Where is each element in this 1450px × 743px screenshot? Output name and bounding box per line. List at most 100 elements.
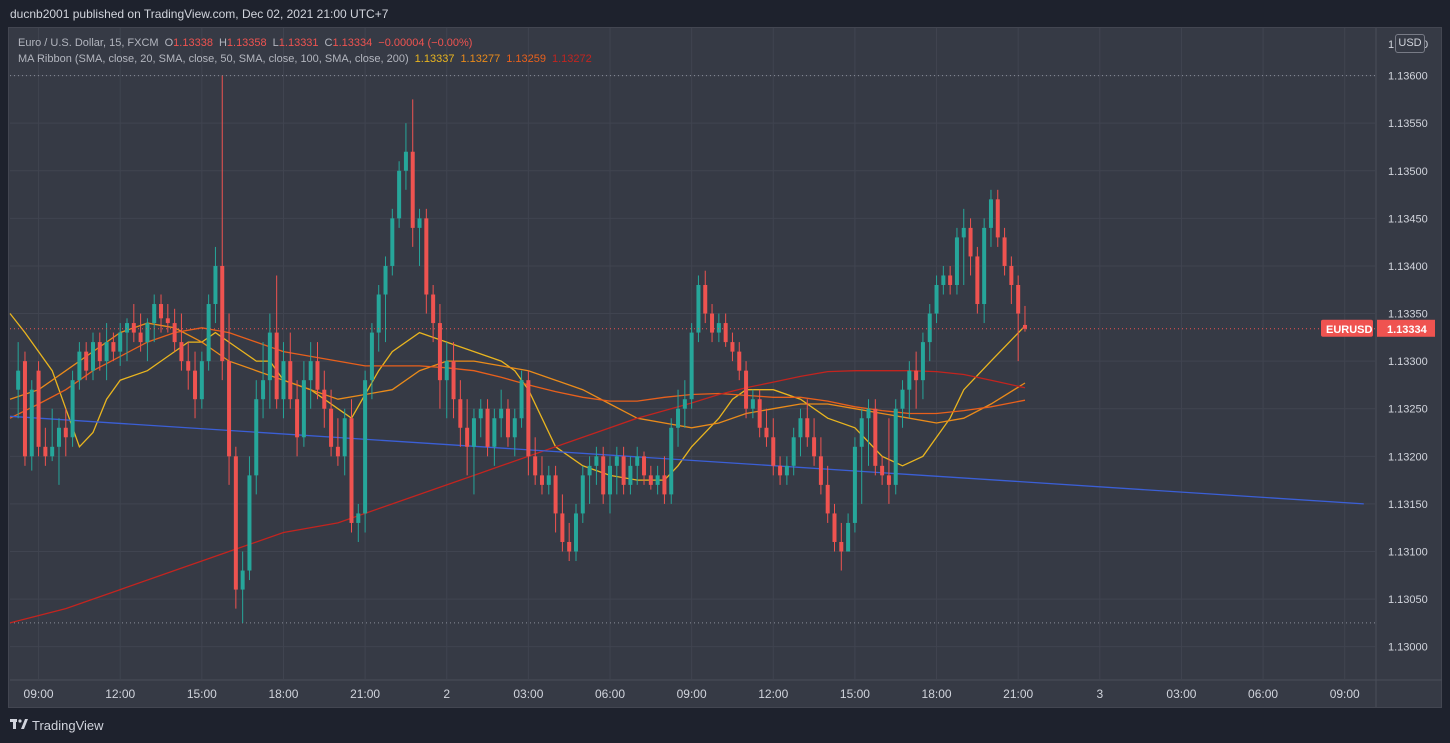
- candle-body: [227, 361, 232, 457]
- candle-body: [873, 408, 878, 466]
- candle-body: [465, 427, 470, 447]
- candle-down: [567, 522, 572, 562]
- candle-body: [710, 313, 715, 333]
- time-tick-label: 15:00: [840, 687, 870, 701]
- time-tick-label: 15:00: [187, 687, 217, 701]
- candle-down: [97, 332, 102, 371]
- candle-body: [213, 265, 218, 305]
- candle-up: [383, 256, 388, 343]
- price-tick-label: 1.13200: [1388, 451, 1428, 463]
- candle-body: [880, 465, 885, 476]
- candle-down: [771, 418, 776, 476]
- candle-down: [22, 351, 27, 466]
- candle-body: [29, 389, 34, 457]
- candle-body: [642, 456, 647, 476]
- candle-down: [873, 399, 878, 476]
- candle-body: [335, 446, 340, 457]
- candle-up: [852, 437, 857, 533]
- candle-down: [914, 351, 919, 409]
- candle-up: [152, 294, 157, 343]
- candle-body: [342, 418, 347, 457]
- candle-body: [431, 294, 436, 324]
- symbol-title: Euro / U.S. Dollar, 15, FXCM: [18, 37, 159, 49]
- candle-down: [526, 370, 531, 476]
- candle-body: [458, 399, 463, 428]
- candle-body: [36, 370, 41, 447]
- candle-down: [533, 437, 538, 485]
- chart-legend: Euro / U.S. Dollar, 15, FXCM O1.13338 H1.1…: [18, 35, 592, 67]
- price-tick-label: 1.13450: [1388, 213, 1428, 225]
- candle-body: [818, 456, 823, 485]
- price-tick-label: 1.13350: [1388, 309, 1428, 321]
- change-value: −0.00004 (−0.00%): [378, 37, 473, 49]
- candle-body: [1009, 265, 1014, 285]
- candle-down: [560, 494, 565, 552]
- candle-body: [267, 332, 272, 381]
- candle-up: [213, 246, 218, 324]
- candle-down: [839, 522, 844, 571]
- candle-up: [696, 275, 701, 343]
- candle-body: [131, 323, 136, 333]
- candle-down: [710, 304, 715, 343]
- candle-body: [451, 361, 456, 400]
- candle-body: [954, 237, 959, 285]
- candle-down: [335, 418, 340, 466]
- candle-body: [798, 418, 803, 438]
- candle-body: [172, 323, 177, 343]
- candle-body: [281, 361, 286, 400]
- candle-body: [941, 275, 946, 285]
- candle-down: [648, 465, 653, 490]
- candle-down: [662, 456, 667, 504]
- candle-down: [295, 380, 300, 457]
- candle-body: [485, 408, 490, 447]
- close-value: 1.13334: [332, 37, 373, 49]
- candle-body: [839, 541, 844, 552]
- candle-up: [369, 323, 374, 400]
- candle-up: [390, 208, 395, 276]
- candle-body: [526, 380, 531, 457]
- currency-button[interactable]: USD: [1395, 34, 1425, 53]
- publish-info: ducnb2001 published on TradingView.com, …: [10, 7, 389, 21]
- low-label: L: [272, 37, 279, 49]
- candle-up: [791, 427, 796, 476]
- candle-up: [573, 503, 578, 562]
- candle-body: [696, 284, 701, 333]
- candle-down: [485, 399, 490, 457]
- candle-body: [512, 418, 517, 438]
- candle-up: [444, 342, 449, 419]
- candle-body: [125, 323, 130, 333]
- time-tick-label: 18:00: [268, 687, 298, 701]
- candle-body: [655, 475, 660, 485]
- series-line-ma200: [9, 370, 1026, 624]
- candle-body: [50, 446, 55, 457]
- ohlc-row: Euro / U.S. Dollar, 15, FXCM O1.13338 H1.1…: [18, 35, 592, 51]
- candle-body: [118, 332, 123, 352]
- candle-body: [104, 342, 109, 362]
- tradingview-logo[interactable]: TradingView: [10, 718, 104, 733]
- candle-up: [70, 370, 75, 447]
- candle-down: [172, 308, 177, 352]
- candle-body: [145, 323, 150, 343]
- candle-body: [744, 370, 749, 409]
- candle-down: [968, 218, 973, 276]
- candle-down: [703, 270, 708, 324]
- candle-up: [342, 408, 347, 476]
- candle-up: [893, 399, 898, 495]
- candle-body: [1002, 237, 1007, 266]
- candle-down: [880, 456, 885, 485]
- candle-down: [601, 446, 606, 504]
- time-tick-label: 06:00: [1248, 687, 1278, 701]
- candle-down: [329, 389, 334, 457]
- close-label: C: [324, 37, 333, 49]
- candle-down: [233, 446, 238, 609]
- candle-up: [267, 313, 272, 409]
- candle-body: [662, 475, 667, 495]
- time-tick-label: 18:00: [922, 687, 952, 701]
- candle-down: [818, 437, 823, 495]
- price-tick-label: 1.13550: [1388, 118, 1428, 130]
- candle-down: [451, 342, 456, 419]
- candle-body: [288, 361, 293, 400]
- candle-body: [982, 227, 987, 305]
- candle-down: [288, 332, 293, 409]
